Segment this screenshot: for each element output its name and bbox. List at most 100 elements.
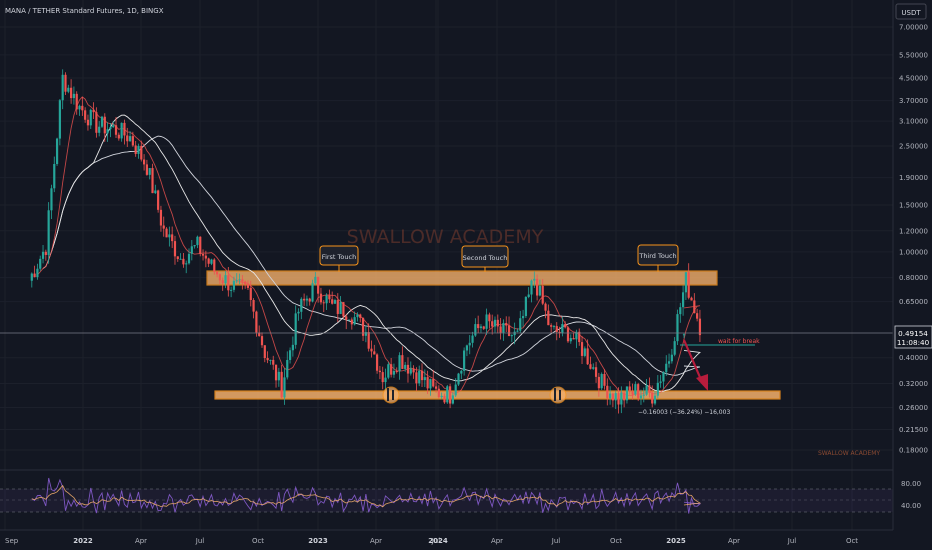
candle [505,316,508,333]
candle [530,279,533,303]
candle [564,321,567,329]
candle [300,297,303,320]
rsi-band [0,489,893,512]
time-axis[interactable] [0,530,893,550]
candle [609,386,612,405]
candle [72,86,76,105]
price-axis[interactable] [893,0,932,550]
candle [468,335,471,355]
resistance-zone[interactable] [206,270,718,286]
candle [215,270,219,278]
candle [322,300,325,313]
candle-countdown: 11:08:40 [897,338,930,347]
candle [154,184,157,195]
candle [246,280,250,291]
candle [516,328,519,333]
time-tick: 2024 [428,537,448,545]
candle [120,122,123,142]
candle [311,279,314,303]
second-touch-callout[interactable]: Second Touch [461,245,509,272]
time-tick: Apr [491,537,503,545]
time-tick: 2022 [73,537,93,545]
candle [249,280,252,307]
price-tick: 0.65000 [899,298,928,306]
candle [55,137,59,166]
candle [347,319,351,321]
candle [176,256,179,262]
candle [86,114,90,131]
support-touch-marker-1[interactable] [382,386,400,404]
candle [109,122,112,138]
price-tick: 1.50000 [899,202,928,210]
candle [384,368,387,391]
candle [617,387,620,414]
candle [336,293,339,323]
candle [406,357,410,383]
projection-arrow[interactable] [682,339,708,391]
time-tick: Apr [728,537,740,545]
candle [502,319,505,341]
candle [339,296,342,315]
price-tick: 0.80000 [899,274,928,282]
current-price-tag: 0.49154 11:08:40 [894,325,932,349]
candle [631,383,634,400]
candle [420,363,424,388]
third-touch-callout[interactable]: Third Touch [637,244,679,272]
candle [266,351,269,364]
candle [359,313,362,323]
candle [533,271,536,289]
support-zone[interactable] [214,390,781,400]
support-touch-marker-2[interactable] [549,386,567,404]
price-tick: 1.90000 [899,174,928,182]
time-tick: Apr [370,537,382,545]
candle [277,367,280,387]
candle [221,277,224,291]
candle [196,235,199,249]
candle [92,102,95,120]
candle [639,389,643,405]
candle [594,361,598,383]
candle [36,263,39,280]
first-touch-callout[interactable]: First Touch [319,245,359,272]
candle [157,189,160,213]
candle [656,375,659,399]
candle [600,372,603,390]
candle [698,309,702,343]
candle [41,245,45,264]
candle [67,84,70,94]
candle [375,353,379,374]
candle [471,331,474,348]
candle [255,310,258,337]
symbol-header[interactable]: MANA / TETHER Standard Futures, 1D, BING… [5,7,164,15]
candle [606,378,609,406]
time-tick: Jul [551,537,561,545]
candle [547,304,550,326]
candles [30,69,702,414]
candle [39,255,42,271]
currency-badge[interactable]: USDT [895,3,927,20]
measure-label: −0.16003 (−36.24%) −16,003 [638,409,730,416]
candle [659,374,662,388]
candle [684,271,687,301]
candle [628,381,631,395]
candle [291,336,294,357]
candle [429,378,432,396]
candle [440,392,443,400]
rsi-tick-40: 40.00 [901,502,921,510]
candle [199,236,202,257]
candle [81,96,84,116]
candle [673,337,676,357]
candle [224,270,227,289]
candle [651,385,654,408]
candle [496,314,499,334]
price-tick: 1.00000 [899,248,928,256]
candle [457,372,460,386]
candle [544,302,547,319]
rsi-ma-line [31,484,702,508]
candle [272,355,275,370]
candle [381,366,384,390]
candle [592,363,595,370]
candle [165,227,168,238]
currency-label: USDT [901,9,921,17]
candle [126,127,129,147]
